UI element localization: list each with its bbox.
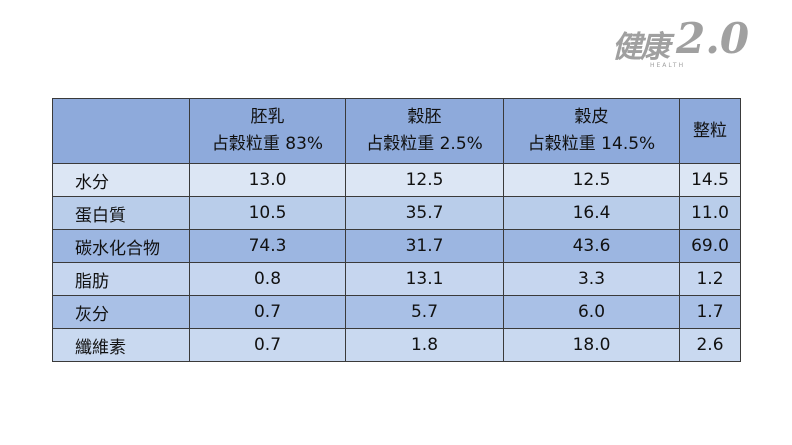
cell-value: 0.7: [189, 295, 346, 329]
cell-value: 0.7: [189, 328, 346, 362]
logo-version: 2.0: [676, 14, 750, 63]
cell-value: 2.6: [679, 328, 741, 362]
cell-value: 13.0: [189, 163, 346, 197]
table-row: 纖維素 0.7 1.8 18.0 2.6: [52, 328, 741, 362]
cell-value: 6.0: [503, 295, 680, 329]
cell-value: 14.5: [679, 163, 741, 197]
column-note: 占穀粒重 14.5%: [527, 134, 656, 154]
row-label: 纖維素: [52, 328, 190, 362]
column-name: 穀皮: [574, 107, 609, 127]
table-row: 脂肪 0.8 13.1 3.3 1.2: [52, 262, 741, 296]
column-note: 占穀粒重 83%: [211, 134, 324, 154]
logo-sub: HEALTH: [650, 62, 686, 69]
cell-value: 35.7: [345, 196, 504, 230]
column-name: 穀胚: [407, 107, 442, 127]
nutrition-table: 胚乳 占穀粒重 83% 穀胚 占穀粒重 2.5% 穀皮 占穀粒重 14.5% 整粒 水分 13…: [52, 98, 741, 362]
cell-value: 1.2: [679, 262, 741, 296]
cell-value: 12.5: [345, 163, 504, 197]
cell-value: 74.3: [189, 229, 346, 263]
cell-value: 16.4: [503, 196, 680, 230]
corner-cell: [52, 98, 190, 164]
cell-value: 69.0: [679, 229, 741, 263]
row-label: 水分: [52, 163, 190, 197]
cell-value: 0.8: [189, 262, 346, 296]
cell-value: 13.1: [345, 262, 504, 296]
column-name: 胚乳: [250, 107, 285, 127]
cell-value: 3.3: [503, 262, 680, 296]
column-header: 穀胚占穀粒重 2.5%: [345, 98, 504, 164]
row-label: 脂肪: [52, 262, 190, 296]
column-header: 穀皮占穀粒重 14.5%: [503, 98, 680, 164]
table-row: 蛋白質 10.5 35.7 16.4 11.0: [52, 196, 741, 230]
row-label: 灰分: [52, 295, 190, 329]
cell-value: 1.8: [345, 328, 504, 362]
table-row: 碳水化合物 74.3 31.7 43.6 69.0: [52, 229, 741, 263]
cell-value: 31.7: [345, 229, 504, 263]
column-header: 胚乳占穀粒重 83%: [189, 98, 346, 164]
cell-value: 10.5: [189, 196, 346, 230]
cell-value: 43.6: [503, 229, 680, 263]
table-row: 水分 13.0 12.5 12.5 14.5: [52, 163, 741, 197]
cell-value: 12.5: [503, 163, 680, 197]
cell-value: 18.0: [503, 328, 680, 362]
cell-value: 11.0: [679, 196, 741, 230]
cell-value: 5.7: [345, 295, 504, 329]
row-label: 碳水化合物: [52, 229, 190, 263]
column-name: 整粒: [693, 120, 727, 141]
cell-value: 1.7: [679, 295, 741, 329]
table-row: 灰分 0.7 5.7 6.0 1.7: [52, 295, 741, 329]
column-note: 占穀粒重 2.5%: [366, 134, 483, 154]
header-row: 胚乳 占穀粒重 83% 穀胚 占穀粒重 2.5% 穀皮 占穀粒重 14.5% 整粒: [52, 98, 741, 164]
logo-name: 健康: [612, 30, 670, 65]
logo: 健康 2.0 HEALTH: [612, 14, 772, 78]
column-header: 整粒: [679, 98, 741, 164]
row-label: 蛋白質: [52, 196, 190, 230]
